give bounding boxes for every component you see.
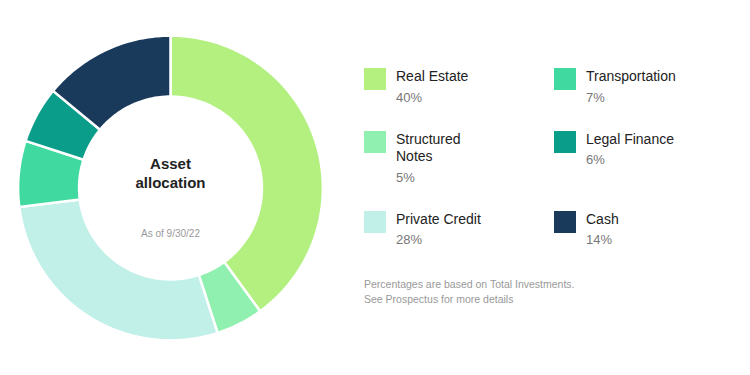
html-text:Transportation: Transportation xyxy=(586,68,676,85)
svg-text:Assetallocation: Assetallocation xyxy=(135,155,205,191)
html-text:Private Credit: Private Credit xyxy=(396,210,481,227)
html-text:Legal Finance: Legal Finance xyxy=(586,130,674,147)
html-text:6%: 6% xyxy=(586,152,605,168)
html-text:14%: 14% xyxy=(586,232,612,248)
html-text:Percentages are based on Total: Percentages are based on Total Investmen… xyxy=(364,278,575,305)
html-text:5%: 5% xyxy=(396,169,415,185)
html-text:Structured Notes: Structured Notes xyxy=(396,130,461,165)
html-text:28%: 28% xyxy=(396,232,422,248)
html-text:40%: 40% xyxy=(396,89,422,105)
svg-text:As of 9/30/22: As of 9/30/22 xyxy=(141,228,200,239)
html-text:Real Estate: Real Estate xyxy=(396,68,469,85)
html-text:7%: 7% xyxy=(586,89,605,105)
html-text:Cash: Cash xyxy=(586,210,619,227)
